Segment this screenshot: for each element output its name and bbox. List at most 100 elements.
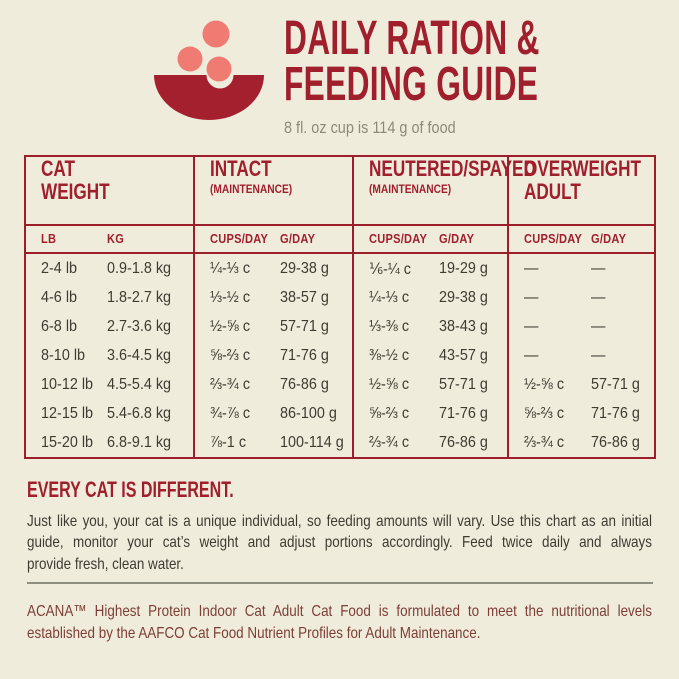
table-cell: 1.8-2.7 kg	[99, 283, 194, 312]
table-row: 15-20 lb 6.8-9.1 kg ⅞-1 c 100-114 g ⅔-¾ c 76-…	[25, 428, 655, 458]
subheader-kg: KG	[99, 225, 194, 254]
table-cell: 76-86 g	[583, 428, 655, 458]
cell-value: 19-29 g	[439, 259, 488, 277]
table-cell: 6-8 lb	[25, 312, 99, 341]
table-row: 2-4 lb 0.9-1.8 kg ¼-⅓ c 29-38 g ⅙-¼ c 19-29 g…	[25, 253, 655, 283]
cell-value: 5.4-6.8 kg	[107, 404, 172, 422]
table-cell: ⅔-¾ c	[507, 428, 584, 458]
table-body: 2-4 lb 0.9-1.8 kg ¼-⅓ c 29-38 g ⅙-¼ c 19-29 g…	[25, 253, 655, 458]
table-cell: —	[507, 283, 584, 312]
cell-value: 29-38 g	[280, 259, 329, 277]
cell-value: ⅝-⅔ c	[524, 404, 565, 422]
cell-value: 15-20 lb	[41, 433, 94, 451]
group-note: (MAINTENANCE)	[210, 182, 293, 196]
table-cell: ⅝-⅔ c	[352, 399, 431, 428]
cell-value: 71-76 g	[591, 404, 640, 422]
cell-value: ¼-⅓ c	[210, 259, 251, 277]
table-cell: 19-29 g	[431, 253, 508, 283]
cell-value: 57-71 g	[591, 375, 640, 393]
cell-value: ⅔-¾ c	[369, 433, 410, 451]
table-cell: 8-10 lb	[25, 341, 99, 370]
table-cell: 38-43 g	[431, 312, 508, 341]
cup-equivalence-note: 8 fl. oz cup is 114 g of food	[284, 118, 456, 137]
table-cell: 4-6 lb	[25, 283, 99, 312]
cell-value: 2-4 lb	[41, 259, 78, 277]
table-subheader-row: LB KG CUPS/DAY G/DAY CUPS/DAY G/DAY CUPS…	[25, 225, 656, 254]
table-cell: 38-57 g	[272, 283, 353, 312]
cell-value: —	[524, 346, 539, 364]
table-cell: ⅞-1 c	[193, 428, 272, 458]
footnote-line: established by the AAFCO Cat Food Nutrie…	[27, 624, 481, 642]
table-cell: 29-38 g	[272, 253, 353, 283]
table-cell: ½-⅝ c	[193, 312, 272, 341]
table-cell: —	[583, 312, 655, 341]
table-cell: ½-⅝ c	[352, 370, 431, 399]
table-cell: 3.6-4.5 kg	[99, 341, 194, 370]
cell-value: 12-15 lb	[41, 404, 94, 422]
subheader-g-day: G/DAY	[583, 225, 656, 254]
cell-value: ⅔-¾ c	[210, 375, 251, 393]
cell-value: —	[524, 317, 539, 335]
table-cell: ⅓-½ c	[193, 283, 272, 312]
cell-value: ⅜-½ c	[369, 346, 410, 364]
cell-value: 6-8 lb	[41, 317, 78, 335]
title-block: DAILY RATION & FEEDING GUIDE 8 fl. oz cu…	[284, 15, 671, 138]
table-cell: 29-38 g	[431, 283, 508, 312]
table-cell: ⅔-¾ c	[352, 428, 431, 458]
table-cell: ⅓-⅜ c	[352, 312, 431, 341]
cell-value: —	[591, 317, 606, 335]
table-cell: —	[583, 283, 655, 312]
cell-value: 38-57 g	[280, 288, 329, 306]
table-row: 12-15 lb 5.4-6.8 kg ¾-⅞ c 86-100 g ⅝-⅔ c 71-7…	[25, 399, 655, 428]
table-cell: 71-76 g	[583, 399, 655, 428]
cell-value: 6.8-9.1 kg	[107, 433, 172, 451]
table-cell: 2-4 lb	[25, 253, 99, 283]
group-title: INTACT	[210, 156, 272, 181]
cell-value: 86-100 g	[280, 404, 337, 422]
table-cell: —	[507, 341, 584, 370]
cell-value: —	[591, 259, 606, 277]
table-cell: 2.7-3.6 kg	[99, 312, 194, 341]
group-title: WEIGHT	[41, 179, 110, 204]
table-cell: 10-12 lb	[25, 370, 99, 399]
cell-value: 3.6-4.5 kg	[107, 346, 172, 364]
table-cell: 57-71 g	[583, 370, 655, 399]
cell-value: 38-43 g	[439, 317, 488, 335]
subheader-cups-day: CUPS/DAY	[193, 225, 272, 254]
kibble-dot-icon	[206, 56, 232, 82]
cell-value: ⅝-⅔ c	[210, 346, 251, 364]
cell-value: 100-114 g	[280, 433, 344, 451]
cell-value: 0.9-1.8 kg	[107, 259, 172, 277]
column-group-intact: INTACT (MAINTENANCE)	[193, 156, 353, 226]
cell-value: —	[591, 288, 606, 306]
cell-value: ½-⅝ c	[369, 375, 410, 393]
cell-value: 2.7-3.6 kg	[107, 317, 172, 335]
table-cell: ¼-⅓ c	[193, 253, 272, 283]
group-title: OVERWEIGHT	[524, 156, 641, 181]
cell-value: 71-76 g	[439, 404, 488, 422]
table-cell: —	[507, 253, 584, 283]
subheader-g-day: G/DAY	[431, 225, 509, 254]
food-bowl-icon	[154, 20, 264, 120]
table-cell: 57-71 g	[272, 312, 353, 341]
group-note: (MAINTENANCE)	[369, 182, 452, 196]
cell-value: ⅔-¾ c	[524, 433, 565, 451]
paragraph-line: Just like you, your cat is a unique indi…	[27, 513, 652, 530]
subheader-cups-day: CUPS/DAY	[507, 225, 584, 254]
group-title: ADULT	[524, 179, 581, 204]
feeding-advice-paragraph: Just like you, your cat is a unique indi…	[27, 511, 652, 575]
table-row: 10-12 lb 4.5-5.4 kg ⅔-¾ c 76-86 g ½-⅝ c 57-71…	[25, 370, 655, 399]
table-cell: 76-86 g	[431, 428, 508, 458]
cell-value: 4-6 lb	[41, 288, 78, 306]
cell-value: 71-76 g	[280, 346, 329, 364]
cell-value: ¼-⅓ c	[369, 288, 410, 306]
table-cell: 71-76 g	[272, 341, 353, 370]
cell-value: ⅞-1 c	[210, 433, 247, 451]
table-cell: ¼-⅓ c	[352, 283, 431, 312]
bowl-shape	[154, 75, 264, 120]
table-group-header-row: CAT WEIGHT INTACT (MAINTENANCE) NEUTERED…	[25, 156, 656, 226]
cell-value: ⅝-⅔ c	[369, 404, 410, 422]
paragraph-line: provide fresh, clean water.	[27, 555, 184, 573]
cell-value: —	[524, 259, 539, 277]
